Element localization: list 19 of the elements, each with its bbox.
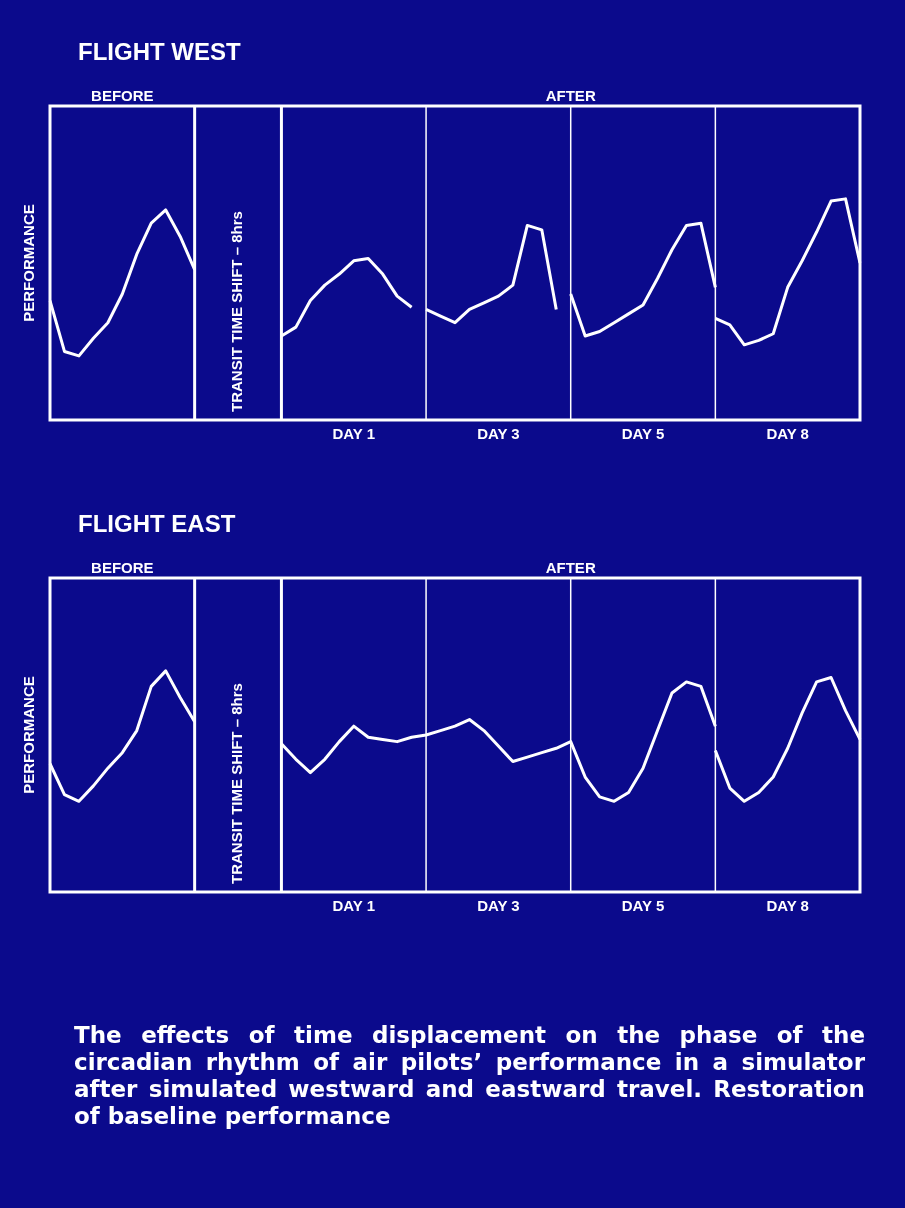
annotation: TRANSIT TIME SHIFT – 8hrs [228,211,246,412]
x-tick-label: DAY 5 [621,897,665,915]
annotation: TRANSIT TIME SHIFT – 8hrs [228,683,246,884]
x-tick-label: DAY 1 [332,425,376,443]
text: AFTER [545,558,596,576]
text: BEFORE [91,86,154,104]
chart-title: FLIGHT WEST [78,38,242,66]
text: AFTER [545,86,596,104]
text: The effects of time displacement on the phase of the circadian rhythm of air pilots’ performance in a simulator after simulated westward and eastward travel. Restoration of baseline performance [74,1022,865,1130]
y-axis-title: PERFORMANCE [20,204,38,322]
x-tick-label: DAY 8 [766,897,809,915]
x-tick-label: DAY 8 [766,425,809,443]
x-tick-label: DAY 3 [477,425,520,443]
x-tick-label: DAY 1 [332,897,376,915]
text: BEFORE [91,558,154,576]
y-axis-title: PERFORMANCE [20,676,38,794]
chart-title: FLIGHT EAST [78,510,237,538]
x-tick-label: DAY 5 [621,425,665,443]
x-tick-label: DAY 3 [477,897,520,915]
